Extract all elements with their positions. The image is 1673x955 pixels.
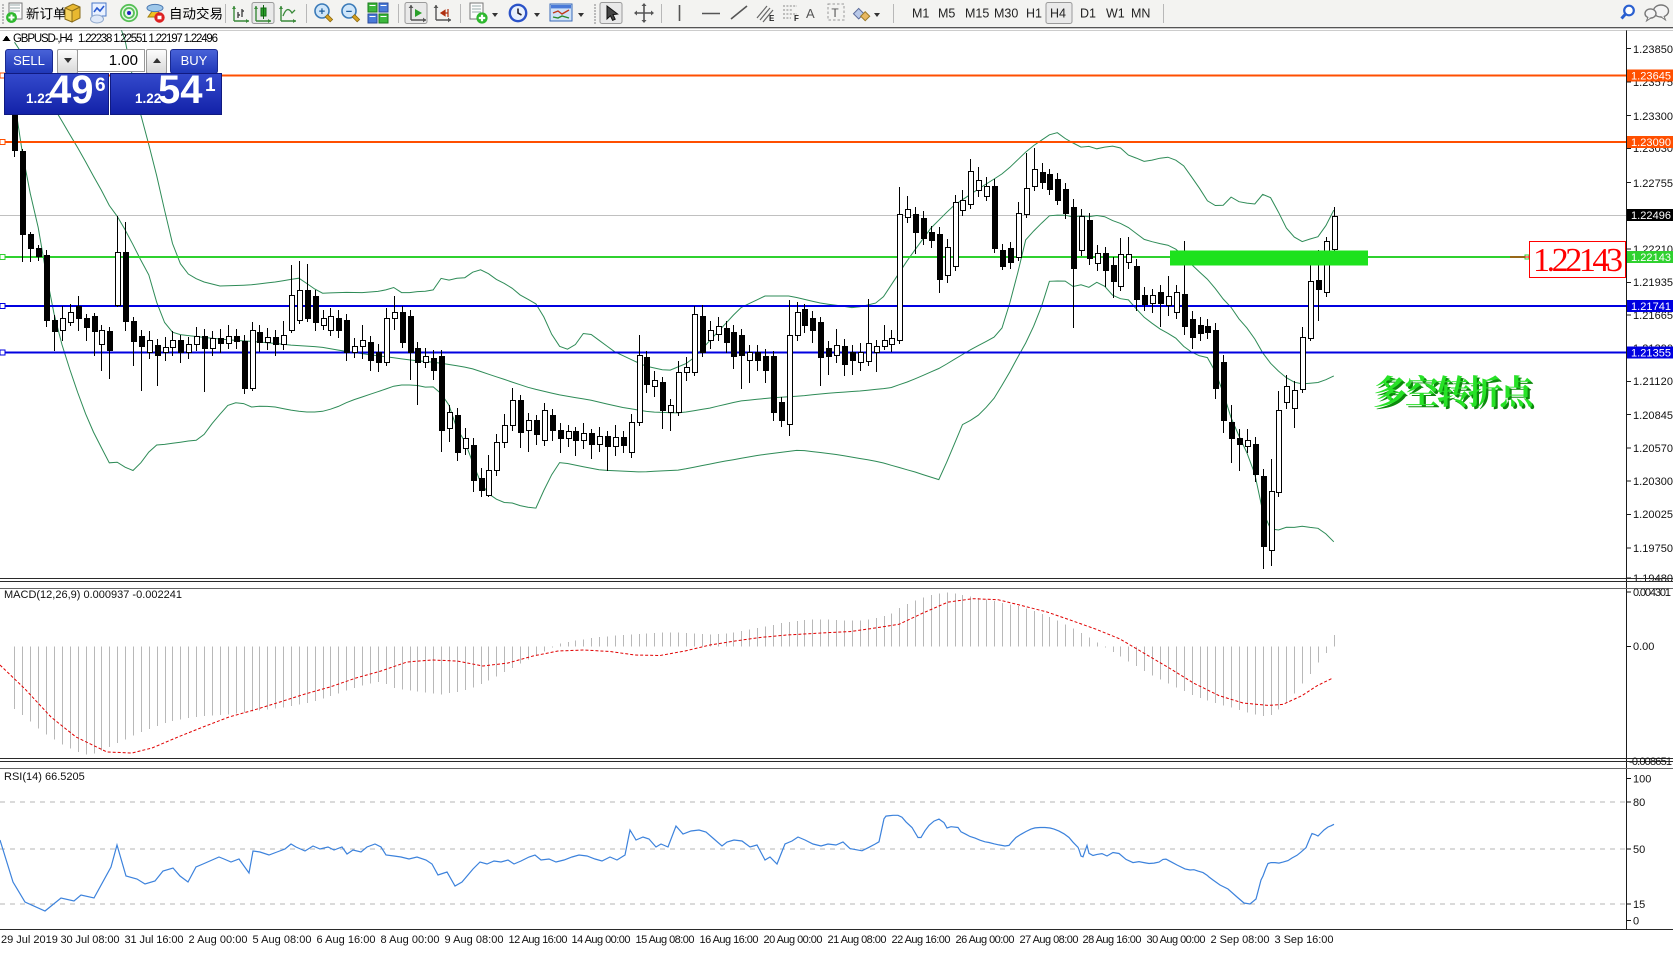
svg-text:2 Sep 08:00: 2 Sep 08:00: [1211, 934, 1270, 946]
svg-text:1.20300: 1.20300: [1633, 476, 1673, 488]
svg-text:A: A: [806, 6, 815, 21]
svg-text:1.21935: 1.21935: [1633, 277, 1673, 289]
svg-text:2 Aug 00:00: 2 Aug 00:00: [189, 934, 248, 946]
svg-text:100: 100: [1633, 773, 1651, 785]
svg-text:T: T: [831, 6, 839, 20]
svg-text:-0.008651: -0.008651: [1629, 756, 1672, 768]
svg-text:1.21741: 1.21741: [1631, 301, 1671, 313]
svg-text:1.22238 1.22551 1.22197 1.2249: 1.22238 1.22551 1.22197 1.22496: [78, 33, 218, 45]
svg-text:28 Aug 16:00: 28 Aug 16:00: [1083, 934, 1142, 946]
svg-text:1.22143: 1.22143: [1631, 252, 1671, 264]
svg-text:MN: MN: [1131, 7, 1150, 21]
svg-text:1.23090: 1.23090: [1631, 137, 1671, 149]
svg-text:D1: D1: [1080, 7, 1096, 21]
svg-text:−: −: [346, 6, 352, 18]
svg-text:M1: M1: [912, 7, 929, 21]
svg-text:F: F: [794, 14, 799, 23]
svg-text:1.21120: 1.21120: [1633, 376, 1673, 388]
svg-text:MACD(12,26,9) 0.000937 -0.0022: MACD(12,26,9) 0.000937 -0.002241: [4, 589, 182, 601]
svg-text:1.21355: 1.21355: [1631, 348, 1671, 360]
svg-text:1.22496: 1.22496: [1631, 210, 1671, 222]
svg-text:E: E: [769, 14, 775, 23]
svg-text:15 Aug 08:00: 15 Aug 08:00: [636, 934, 695, 946]
svg-text:1.19750: 1.19750: [1633, 543, 1673, 555]
svg-text:6 Aug 16:00: 6 Aug 16:00: [317, 934, 376, 946]
svg-text:50: 50: [1633, 844, 1645, 856]
svg-text:W1: W1: [1106, 7, 1125, 21]
svg-text:9 Aug 08:00: 9 Aug 08:00: [445, 934, 504, 946]
svg-text:1.22143: 1.22143: [1533, 242, 1623, 279]
svg-text:5 Aug 08:00: 5 Aug 08:00: [253, 934, 312, 946]
svg-text:1.21665: 1.21665: [1633, 310, 1673, 322]
svg-text:1.23645: 1.23645: [1631, 70, 1671, 82]
svg-text:0.00: 0.00: [1633, 641, 1654, 653]
svg-text:80: 80: [1633, 797, 1645, 809]
svg-text:27 Aug 08:00: 27 Aug 08:00: [1020, 934, 1079, 946]
svg-text:15: 15: [1633, 899, 1645, 911]
svg-text:30 Jul 08:00: 30 Jul 08:00: [61, 934, 120, 946]
svg-text:21 Aug 08:00: 21 Aug 08:00: [828, 934, 887, 946]
svg-text:M30: M30: [994, 7, 1018, 21]
svg-text:GBPUSD-,H4: GBPUSD-,H4: [13, 33, 74, 45]
svg-text:29 Jul 2019: 29 Jul 2019: [1, 934, 58, 946]
svg-text:8 Aug 00:00: 8 Aug 00:00: [381, 934, 440, 946]
svg-text:1.20845: 1.20845: [1633, 410, 1673, 422]
svg-text:3 Sep 16:00: 3 Sep 16:00: [1275, 934, 1334, 946]
svg-text:20 Aug 00:00: 20 Aug 00:00: [764, 934, 823, 946]
svg-text:M5: M5: [938, 7, 955, 21]
svg-text:1.22755: 1.22755: [1633, 178, 1673, 190]
svg-text:+: +: [319, 6, 325, 18]
svg-text:0: 0: [1633, 916, 1639, 928]
svg-text:26 Aug 00:00: 26 Aug 00:00: [956, 934, 1015, 946]
svg-text:H4: H4: [1050, 7, 1066, 21]
svg-text:1.20025: 1.20025: [1633, 509, 1673, 521]
svg-text:1.20570: 1.20570: [1633, 443, 1673, 455]
svg-text:31 Jul 16:00: 31 Jul 16:00: [125, 934, 184, 946]
svg-text:1.23850: 1.23850: [1633, 44, 1673, 56]
svg-text:14 Aug 00:00: 14 Aug 00:00: [572, 934, 631, 946]
svg-text:22 Aug 16:00: 22 Aug 16:00: [892, 934, 951, 946]
svg-text:12 Aug 16:00: 12 Aug 16:00: [509, 934, 568, 946]
svg-text:1.23300: 1.23300: [1633, 111, 1673, 123]
svg-text:H1: H1: [1026, 7, 1042, 21]
svg-text:0.004301: 0.004301: [1633, 587, 1671, 599]
svg-text:16 Aug 16:00: 16 Aug 16:00: [700, 934, 759, 946]
svg-text:RSI(14) 66.5205: RSI(14) 66.5205: [4, 771, 85, 783]
svg-text:30 Aug 00:00: 30 Aug 00:00: [1147, 934, 1206, 946]
svg-text:M15: M15: [965, 7, 989, 21]
